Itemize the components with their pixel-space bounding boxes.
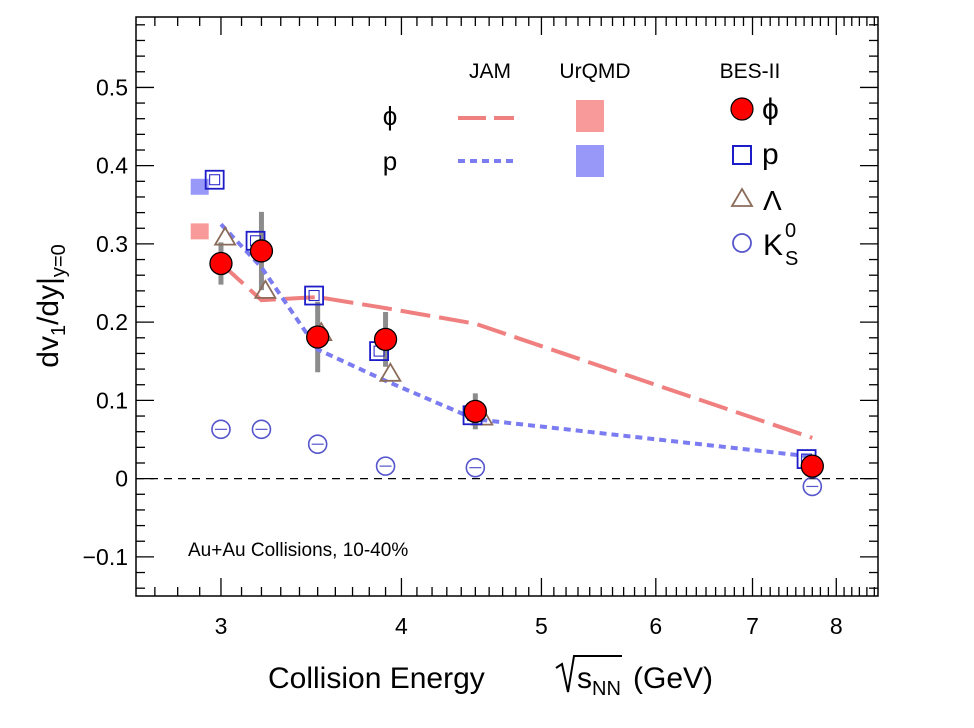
x-tick-label: 4 [395,613,408,639]
k0s-marker [465,457,486,478]
proton-marker-inner [209,174,221,186]
phi-marker [209,251,233,276]
legend-k0s-marker [732,233,752,253]
x-tick-label: 5 [535,613,548,639]
phi-marker [306,325,330,349]
proton-marker-inner [308,290,320,302]
x-tick-label: 3 [215,613,228,639]
phi-marker [373,327,398,352]
y-axis-label: dv1/dy|y=0 [32,244,70,367]
y-tick-label: 0.4 [96,153,128,179]
legend-k0s-sup: 0 [785,220,796,242]
legend-p-label: p [762,138,779,171]
k0s-marker [375,456,396,476]
y-label-main: dv [32,336,65,368]
model-curves [190,178,813,459]
y-tick-label: 0 [115,466,128,492]
svg-text:sNN: sNN [577,662,621,700]
legend-header-jam: JAM [469,60,511,83]
legend-p-marker [732,145,752,165]
x-label-sub: NN [592,678,621,700]
legend-model-p-label: p [383,146,397,176]
k0s-marker [251,419,272,440]
legend-header-urqmd: UrQMD [559,60,630,83]
legend-urqmd-phi-swatch [576,100,604,132]
lambda-marker [253,279,277,299]
lambda-marker [378,362,402,382]
lambda-marker [213,225,237,246]
urqmd-phi-marker [190,223,209,240]
legend-header-bes: BES-II [720,60,781,83]
axis-ticks: −0.1 0 0.1 0.2 0.3 0.4 0.5 3 4 5 6 7 8 [83,17,878,639]
x-tick-label: 7 [746,613,759,639]
y-tick-label: 0.2 [96,309,128,335]
y-tick-label: 0.5 [96,74,128,100]
x-tick-label: 6 [649,613,662,639]
k0s-marker [211,419,231,440]
y-label-sub1: 1 [48,325,70,336]
y-label-mid: /dy| [32,277,65,325]
legend-model-phi-label: ϕ [383,101,398,131]
legend-phi-label: ϕ [762,93,779,126]
phi-marker [463,399,487,423]
proton-marker [204,169,225,190]
legend-lambda-marker [730,187,754,207]
legend-k0s-label: K [763,229,783,262]
phi-marker [800,454,824,478]
legend-k0s-sub: S [785,248,798,270]
data-markers [204,169,824,497]
collision-annotation: Au+Au Collisions, 10-40% [188,540,408,561]
x-label-s: s [577,662,592,695]
y-tick-label: 0.3 [96,231,128,257]
y-tick-label: −0.1 [83,544,128,570]
jam-phi-curve [219,262,813,440]
x-axis-label: Collision Energy sNN (GeV) [268,655,713,700]
y-label-sub2: y=0 [48,244,70,277]
x-label-unit: (GeV) [633,662,713,695]
proton-marker [304,285,324,306]
legend-phi-marker [730,97,754,121]
sqrt-symbol [555,655,622,693]
legend: JAM UrQMD BES-II ϕ p ϕ p Λ K 0 S [383,60,799,270]
x-label-main: Collision Energy [268,662,485,695]
legend-lambda-label: Λ [763,185,782,216]
legend-urqmd-p-swatch [576,145,604,177]
y-tick-label: 0.1 [96,387,128,413]
legend-k0s-k: K [763,229,783,262]
phi-marker [249,239,274,263]
urqmd-p-marker [190,178,209,195]
k0s-marker [307,434,328,455]
x-tick-label: 8 [830,613,843,639]
